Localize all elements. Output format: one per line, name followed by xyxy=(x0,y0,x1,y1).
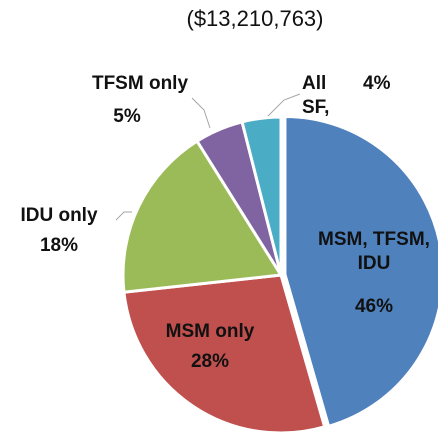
leader-line xyxy=(265,93,301,119)
slice-label: All SF, xyxy=(302,73,330,118)
slice-value-label: 46% xyxy=(354,296,394,317)
slice-label: MSM, TFSM, IDU xyxy=(318,229,430,274)
slice-value-label: 18% xyxy=(39,235,79,256)
chart-subtitle: ($13,210,763) xyxy=(186,6,324,31)
leader-line xyxy=(191,97,211,129)
pie-slice xyxy=(240,115,283,276)
pie-slice xyxy=(121,139,284,294)
slice-value-label: 4% xyxy=(363,73,391,94)
slice-label: IDU only xyxy=(20,205,98,226)
slice-value-label: 28% xyxy=(190,351,230,372)
pie-slice xyxy=(283,114,438,429)
leader-line xyxy=(115,211,132,221)
pie-slice xyxy=(122,273,327,435)
slice-value-label: 5% xyxy=(113,106,141,127)
slice-label: TFSM only xyxy=(91,73,189,94)
slice-label: MSM only xyxy=(165,321,255,342)
